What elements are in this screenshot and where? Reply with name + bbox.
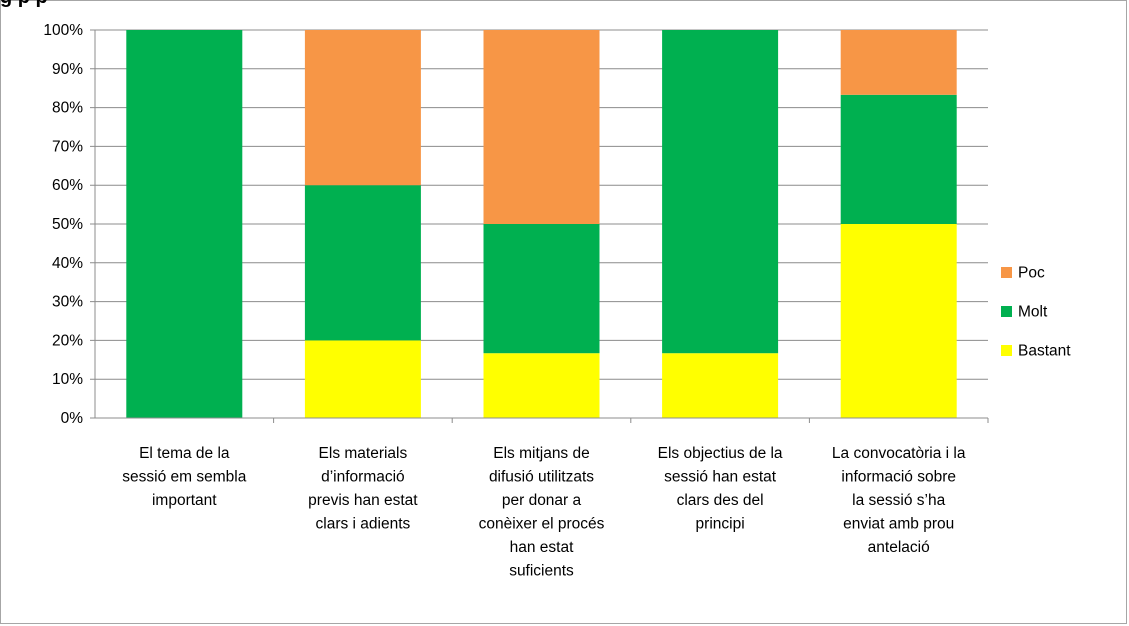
bar-segment-bastant [483,353,600,418]
bar-segment-molt [483,224,600,354]
bar-segment-molt [840,94,957,225]
y-tick-label: 10% [52,371,83,388]
legend-label-molt: Molt [1018,304,1048,321]
legend-swatch-molt [1001,306,1012,317]
y-tick-label: 40% [52,255,83,272]
bar-segment-poc [304,30,421,186]
legend-label-bastant: Bastant [1018,343,1071,360]
category-label: El tema de la sessió em sembla important [122,445,246,509]
legend-swatch-bastant [1001,345,1012,356]
category-label: Els objectius de la sessió han estat clars… [658,445,783,533]
y-tick-label: 80% [52,100,83,117]
y-tick-label: 90% [52,61,83,78]
y-tick-label: 0% [61,410,84,427]
y-tick-labels: 0% 10% 20% 30% 40% 50% 60% 70% 80% 90% 100% [43,22,83,427]
legend-swatch-poc [1001,267,1012,278]
category-label: Els mitjans de difusió utilitzats per dona… [479,445,605,580]
category-label: La convocatòria i la informació sobre la s… [832,445,966,556]
bar-segment-molt [662,30,779,354]
category-label: Els materials d’informació previs han esta… [308,445,418,533]
y-tick-label: 20% [52,332,83,349]
y-tick-label: 50% [52,216,83,233]
legend-label-poc: Poc [1018,265,1045,282]
y-tick-label: 70% [52,138,83,155]
bars [126,30,957,418]
bar-segment-bastant [304,340,421,418]
category-labels: El tema de la sessió em sembla important El… [122,445,966,580]
bar-segment-molt [126,30,243,418]
legend: Poc Molt Bastant [1001,265,1071,360]
axes [94,30,989,423]
bar-segment-poc [483,30,600,224]
bar-segment-molt [304,185,421,341]
bar-segment-bastant [840,224,957,418]
chart-title-fragment: g p p [0,0,48,9]
y-tick-label: 100% [43,22,83,39]
bar-segment-bastant [662,353,779,418]
y-tick-label: 60% [52,177,83,194]
bar-segment-poc [840,30,957,95]
y-tick-label: 30% [52,294,83,311]
